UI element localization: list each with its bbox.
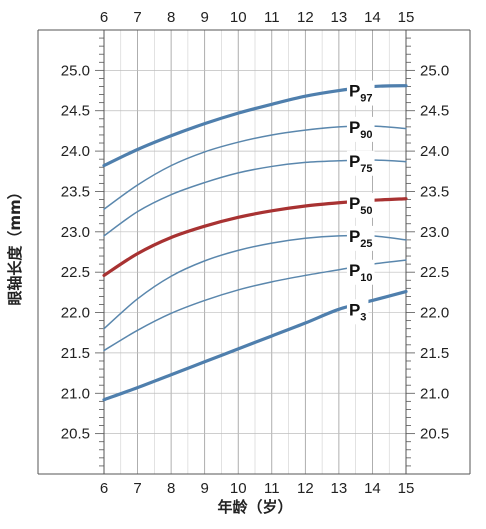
- y-tick-label-right: 22.5: [420, 264, 449, 281]
- series-label-bg: [346, 80, 375, 106]
- x-tick-label-top: 12: [297, 9, 314, 26]
- x-tick-label-top: 10: [230, 9, 247, 26]
- y-tick-label-right: 23.5: [420, 183, 449, 200]
- x-tick-label-bottom: 6: [100, 480, 108, 497]
- series-label-bg: [346, 150, 375, 176]
- y-tick-label-left: 22.0: [61, 305, 90, 322]
- x-tick-label-top: 13: [331, 9, 348, 26]
- y-tick-label-right: 21.0: [420, 385, 449, 402]
- x-tick-label-bottom: 9: [200, 480, 208, 497]
- y-tick-label-right: 24.5: [420, 103, 449, 120]
- x-tick-label-top: 9: [200, 9, 208, 26]
- x-tick-label-bottom: 8: [167, 480, 175, 497]
- y-tick-label-right: 24.0: [420, 143, 449, 160]
- x-tick-label-top: 11: [264, 9, 280, 26]
- series-label-bg: [346, 299, 369, 325]
- y-tick-label-right: 20.5: [420, 426, 449, 443]
- y-tick-label-left: 22.5: [61, 264, 90, 281]
- y-tick-label-left: 21.5: [61, 345, 90, 362]
- x-tick-label-bottom: 10: [230, 480, 247, 497]
- y-tick-label-left: 24.5: [61, 103, 90, 120]
- series-label-bg: [346, 225, 375, 251]
- x-tick-label-top: 6: [100, 9, 108, 26]
- x-tick-label-top: 14: [364, 9, 381, 26]
- y-tick-label-right: 25.0: [420, 62, 449, 79]
- x-tick-label-top: 15: [398, 9, 415, 26]
- series-label-bg: [346, 259, 375, 285]
- y-tick-label-left: 20.5: [61, 426, 90, 443]
- x-tick-label-bottom: 11: [264, 480, 280, 497]
- y-tick-label-left: 24.0: [61, 143, 90, 160]
- y-tick-label-left: 21.0: [61, 385, 90, 402]
- x-tick-label-bottom: 12: [297, 480, 314, 497]
- series-label-bg: [346, 192, 375, 218]
- y-tick-label-right: 22.0: [420, 305, 449, 322]
- x-tick-label-top: 7: [133, 9, 141, 26]
- y-tick-label-right: 21.5: [420, 345, 449, 362]
- y-tick-label-left: 25.0: [61, 62, 90, 79]
- x-tick-label-bottom: 14: [364, 480, 381, 497]
- y-tick-label-left: 23.0: [61, 224, 90, 241]
- axis-layer: 6 6 7 7 8 8 9 9 10 10 11 11 12 12 13 13 14 14 15 15 20.5 20.5…: [37, 9, 471, 497]
- y-axis-title: 眼轴长度（mm）: [6, 184, 24, 305]
- x-axis-title: 年龄（岁）: [217, 498, 292, 516]
- x-tick-label-bottom: 7: [133, 480, 141, 497]
- x-tick-label-top: 8: [167, 9, 175, 26]
- series-label-bg: [346, 116, 375, 142]
- x-tick-label-bottom: 13: [331, 480, 348, 497]
- y-tick-label-left: 23.5: [61, 183, 90, 200]
- x-tick-label-bottom: 15: [398, 480, 415, 497]
- y-tick-label-right: 23.0: [420, 224, 449, 241]
